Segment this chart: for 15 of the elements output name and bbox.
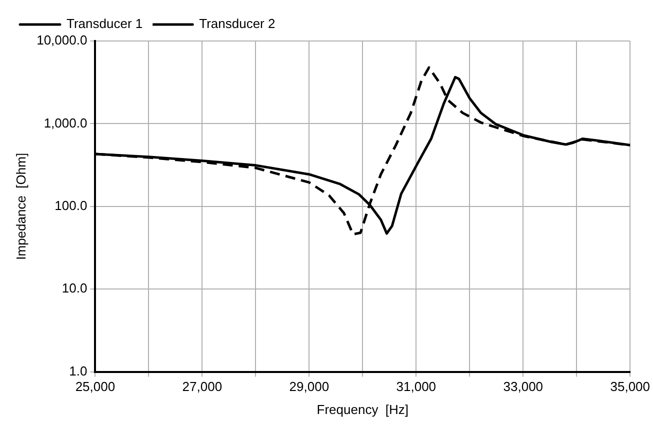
y-tick-label: 10,000.0	[36, 32, 88, 48]
y-axis-title: Impedance [Ohm]	[13, 152, 28, 260]
x-tick-label: 29,000	[289, 379, 330, 394]
x-tick-label: 35,000	[610, 379, 650, 394]
y-tick-label: 100.0	[54, 198, 88, 213]
x-tick-label: 27,000	[182, 379, 222, 394]
y-tick-label: 10.0	[62, 280, 88, 296]
y-tick-label: 1,000.0	[44, 115, 88, 130]
legend-label: Transducer 2	[199, 16, 276, 32]
y-tick-label: 1.0	[69, 363, 88, 378]
legend-label: Transducer 1	[66, 16, 143, 32]
x-axis-title: Frequency [Hz]	[316, 402, 409, 417]
x-tick-label: 25,000	[75, 379, 116, 394]
x-tick-label: 33,000	[503, 379, 544, 394]
x-tick-label: 31,000	[396, 379, 436, 394]
